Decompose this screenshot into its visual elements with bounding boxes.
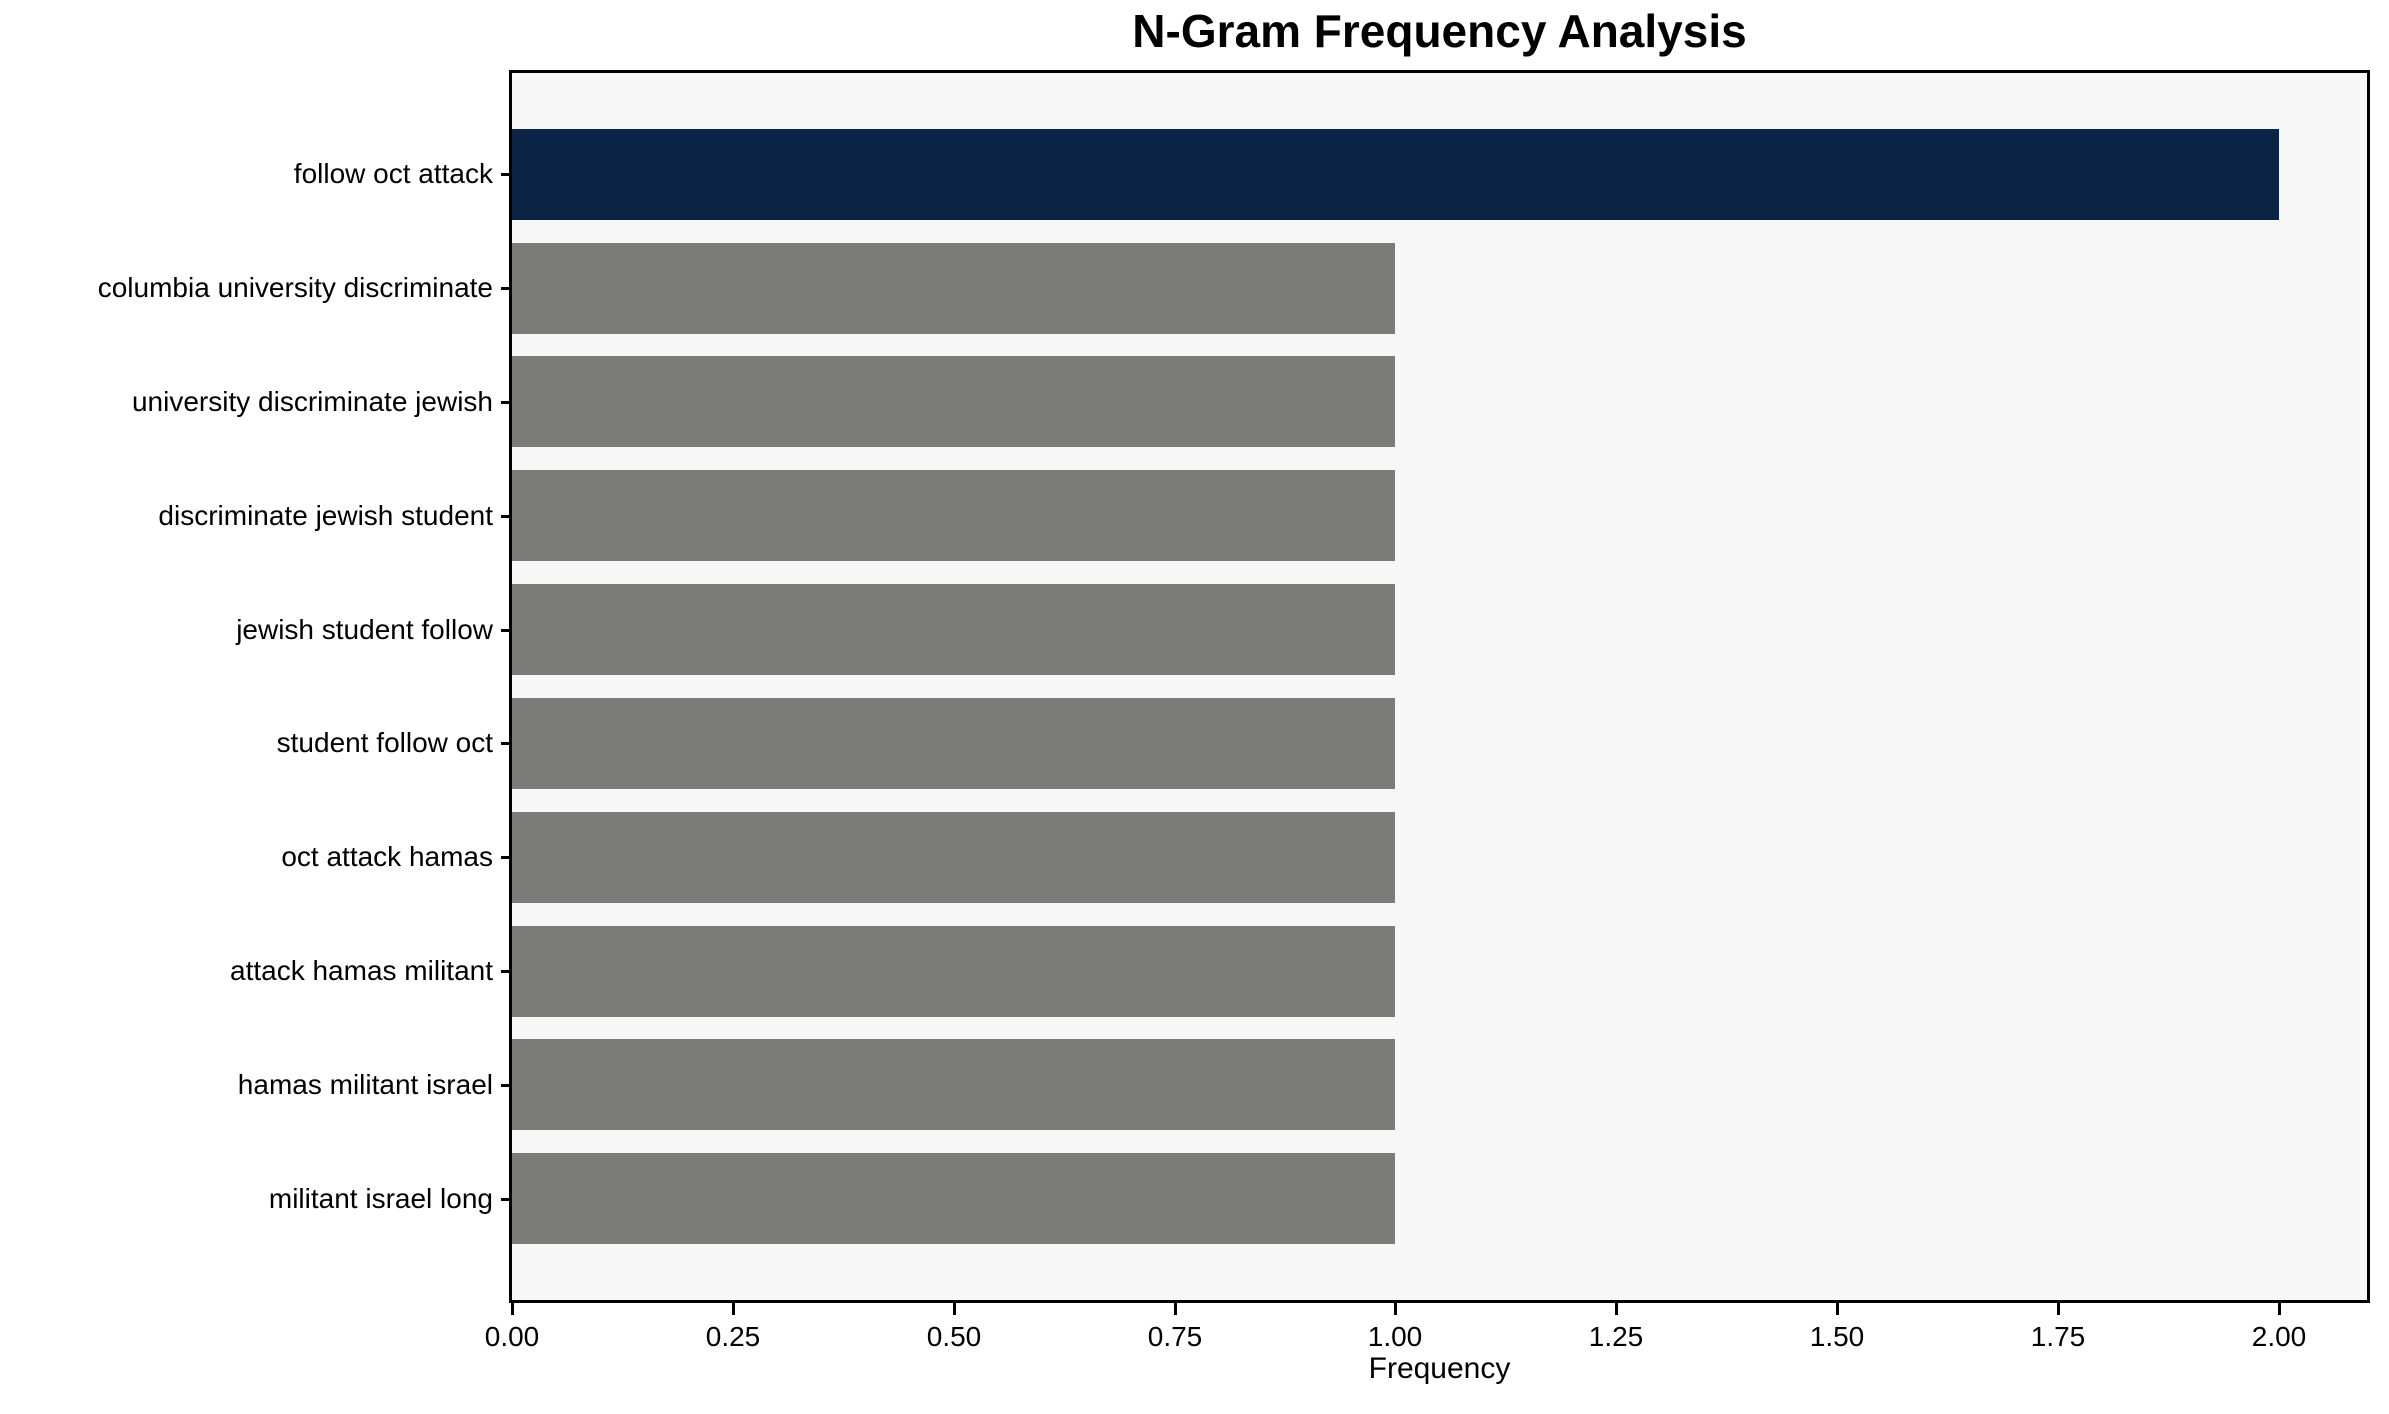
bar-jewish-student-follow: [512, 584, 1395, 675]
y-tick-label: university discriminate jewish: [131, 386, 493, 417]
y-tick-label: oct attack hamas: [281, 841, 493, 872]
bar-militant-israel-long: [512, 1153, 1395, 1244]
x-axis-tick: [1174, 1300, 1177, 1315]
x-axis-tick: [732, 1300, 735, 1315]
y-axis-tick: [501, 401, 512, 404]
x-axis-tick: [1615, 1300, 1618, 1315]
x-axis-tick: [1394, 1300, 1397, 1315]
x-tick-label: 0.00: [484, 1321, 540, 1352]
bar-attack-hamas-militant: [512, 926, 1395, 1017]
y-axis-tick: [501, 1198, 512, 1201]
x-tick-label: 1.25: [1588, 1321, 1644, 1352]
x-axis-tick: [511, 1300, 514, 1315]
chart-title: N-Gram Frequency Analysis: [1132, 5, 1747, 57]
y-tick-label: militant israel long: [268, 1183, 493, 1214]
y-axis-tick: [501, 970, 512, 973]
x-tick-label: 1.00: [1367, 1321, 1423, 1352]
bar-follow-oct-attack: [512, 129, 2279, 220]
bar-student-follow-oct: [512, 698, 1395, 789]
x-axis-tick: [1836, 1300, 1839, 1315]
y-tick-label: columbia university discriminate: [97, 272, 493, 303]
bar-columbia-university-discriminate: [512, 243, 1395, 334]
bar-discriminate-jewish-student: [512, 470, 1395, 561]
x-axis-tick: [2057, 1300, 2060, 1315]
x-tick-label: 0.75: [1147, 1321, 1203, 1352]
bar-hamas-militant-israel: [512, 1039, 1395, 1130]
plot-area: 0.00 0.25 0.50 0.75 1.00 1.25 1.50 1.75 2.00: [485, 70, 2370, 1352]
y-tick-label: jewish student follow: [236, 614, 493, 645]
x-tick-label: 0.25: [705, 1321, 761, 1352]
y-axis-tick: [501, 1084, 512, 1087]
y-axis-tick: [501, 629, 512, 632]
x-tick-label: 1.75: [2030, 1321, 2086, 1352]
y-tick-label: discriminate jewish student: [158, 500, 493, 531]
y-axis-tick: [501, 173, 512, 176]
y-tick-label: attack hamas militant: [230, 955, 493, 986]
y-tick-label: follow oct attack: [293, 158, 493, 189]
bar-oct-attack-hamas: [512, 812, 1395, 903]
y-tick-label: student follow oct: [276, 727, 493, 758]
x-tick-label: 1.50: [1809, 1321, 1865, 1352]
y-axis-tick: [501, 856, 512, 859]
x-axis-tick: [953, 1300, 956, 1315]
x-tick-label: 2.00: [2251, 1321, 2307, 1352]
y-axis-labels: follow oct attack columbia university dis…: [0, 70, 493, 1303]
y-tick-label: hamas militant israel: [237, 1069, 493, 1100]
x-tick-label: 0.50: [926, 1321, 982, 1352]
y-axis-tick: [501, 742, 512, 745]
bar-university-discriminate-jewish: [512, 356, 1395, 447]
x-axis-title: Frequency: [1368, 1352, 1511, 1385]
y-axis-tick: [501, 515, 512, 518]
x-axis-tick: [2278, 1300, 2281, 1315]
y-axis-tick: [501, 287, 512, 290]
